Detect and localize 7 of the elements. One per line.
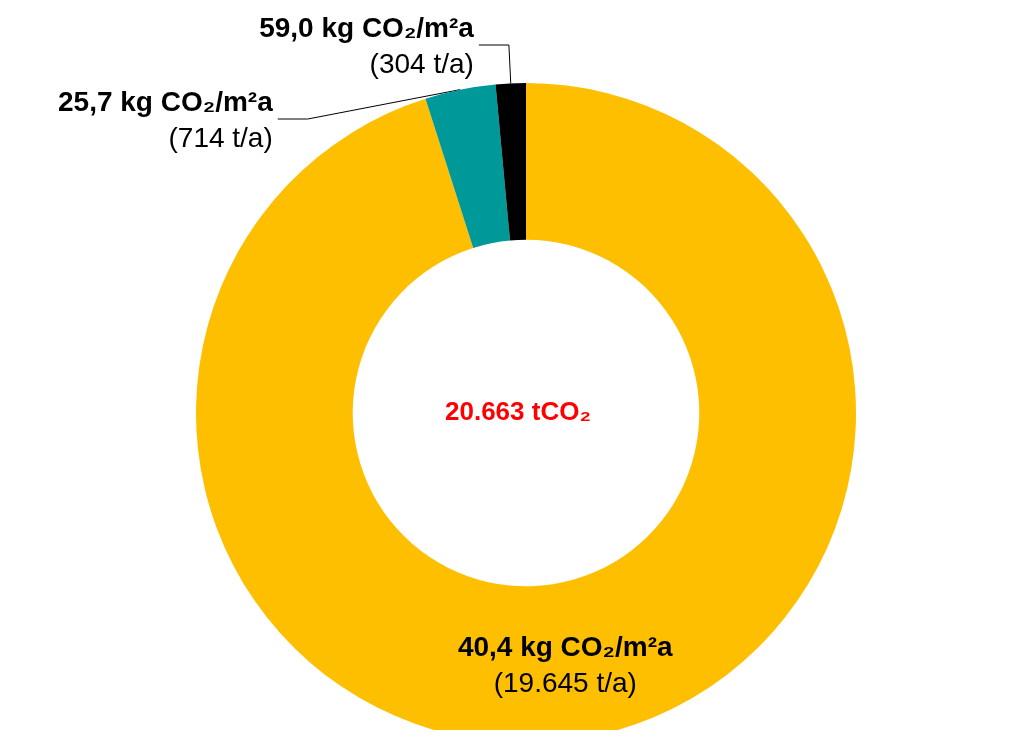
data-label: (304 t/a) (369, 47, 474, 79)
slice-label: 25,7 kg CO₂/m²a (58, 85, 274, 117)
text: 20.663 tCO₂ (445, 396, 591, 426)
data-label: (714 t/a) (168, 121, 273, 153)
data-label: (19.645 t/a) (493, 667, 637, 699)
slice-label: 59,0 kg CO₂/m²a (259, 11, 475, 43)
slice-label: 40,4 kg CO₂/m²a (457, 631, 674, 663)
